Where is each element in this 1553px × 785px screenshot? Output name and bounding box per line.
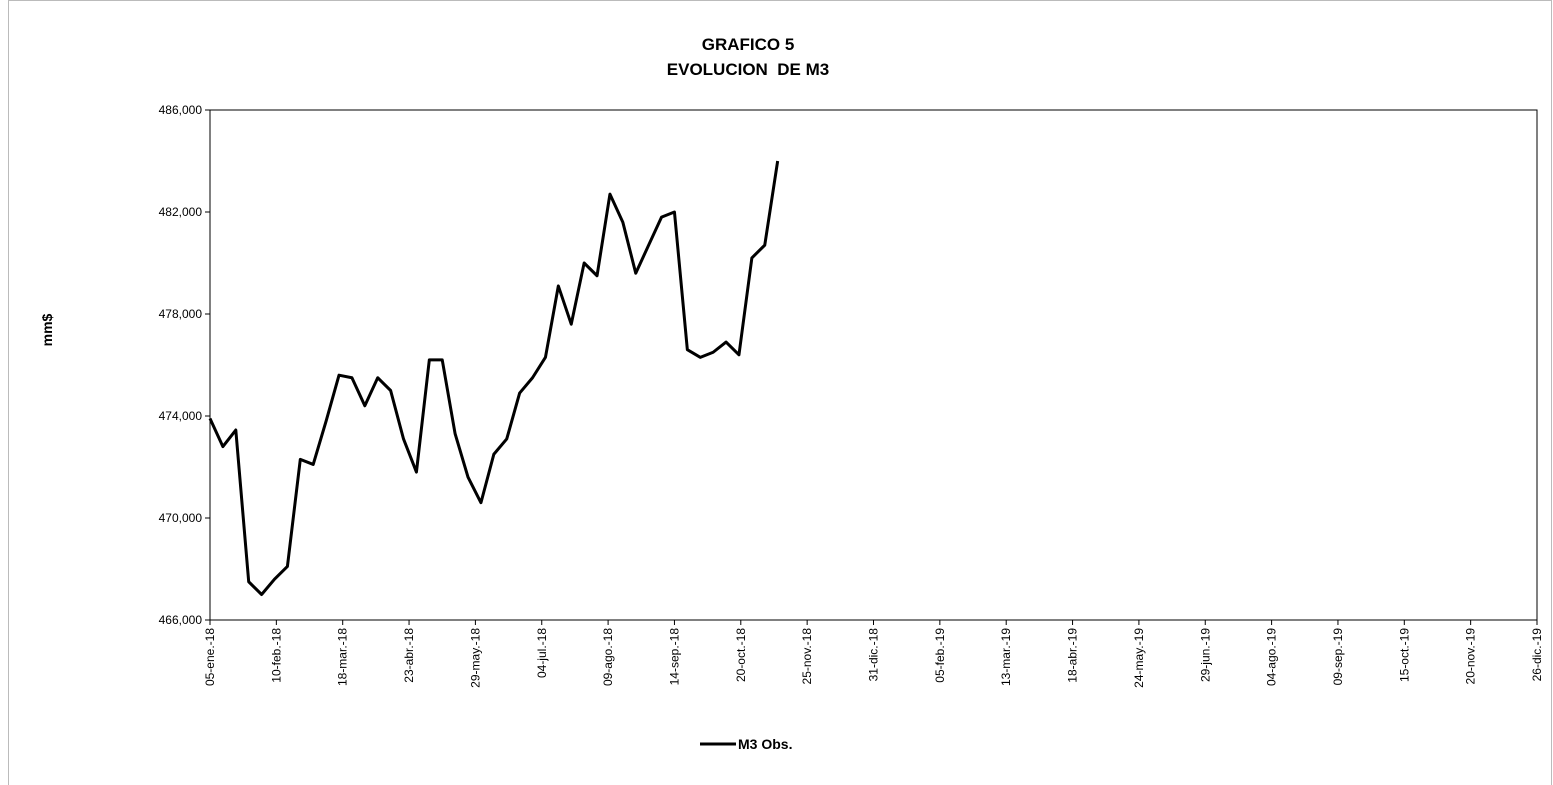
x-tick-label: 10-feb.-18 [269, 628, 283, 683]
x-tick-label: 24-may.-19 [1132, 628, 1146, 688]
chart-subtitle: EVOLUCION DE M3 [667, 60, 829, 79]
series-line [208, 160, 780, 596]
x-tick-label: 15-oct.-19 [1397, 628, 1411, 682]
chart-frame [8, 0, 1552, 785]
x-tick-label: 18-abr.-19 [1066, 628, 1080, 683]
y-tick-label: 470,000 [159, 511, 203, 525]
x-tick-label: 05-ene.-18 [203, 628, 217, 686]
x-tick-label: 09-sep.-19 [1331, 628, 1345, 686]
chart-title: GRAFICO 5 [702, 35, 795, 54]
x-tick-label: 04-ago.-19 [1265, 628, 1279, 686]
y-tick-label: 486,000 [159, 103, 203, 117]
y-tick-label: 474,000 [159, 409, 203, 423]
x-tick-label: 29-jun.-19 [1198, 628, 1212, 682]
x-tick-label: 18-mar.-18 [336, 628, 350, 686]
x-tick-label: 29-may.-18 [468, 628, 482, 688]
x-tick-label: 20-nov.-19 [1464, 628, 1478, 685]
legend-label: M3 Obs. [738, 736, 792, 752]
x-tick-label: 05-feb.-19 [933, 628, 947, 683]
y-tick-label: 482,000 [159, 205, 203, 219]
x-tick-label: 14-sep.-18 [667, 628, 681, 686]
y-tick-label: 478,000 [159, 307, 203, 321]
x-tick-label: 23-abr.-18 [402, 628, 416, 683]
x-tick-label: 04-jul.-18 [535, 628, 549, 678]
y-axis-label: mm$ [39, 313, 55, 346]
x-tick-label: 25-nov.-18 [800, 628, 814, 685]
x-tick-label: 13-mar.-19 [999, 628, 1013, 686]
x-tick-label: 09-ago.-18 [601, 628, 615, 686]
x-tick-label: 26-dic.-19 [1530, 628, 1544, 682]
x-tick-label: 20-oct.-18 [734, 628, 748, 682]
y-tick-label: 466,000 [159, 613, 203, 627]
x-tick-label: 31-dic.-18 [867, 628, 881, 682]
